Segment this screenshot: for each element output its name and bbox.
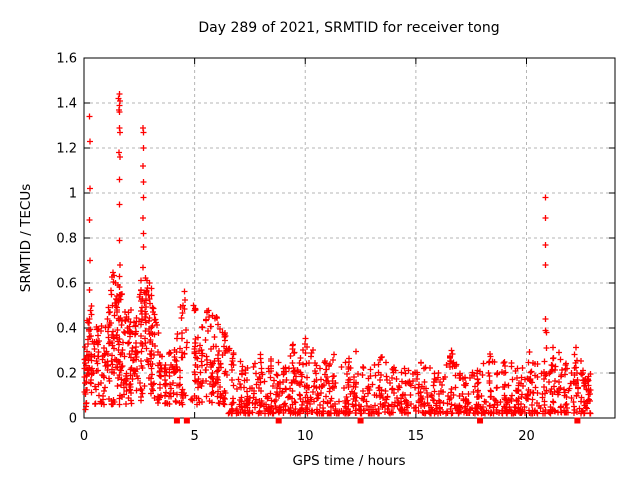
square-marker: [183, 417, 190, 424]
y-tick-label: 1.6: [56, 52, 77, 67]
y-tick-label: 0.4: [56, 322, 77, 337]
x-tick-label: 15: [408, 429, 425, 444]
y-axis-label: SRMTID / TECUs: [18, 184, 34, 292]
square-marker: [173, 417, 180, 424]
plus-marker-path: [81, 91, 594, 417]
y-tick-label: 1.4: [56, 97, 77, 112]
y-tick-label: 0: [69, 412, 77, 427]
square-marker: [574, 417, 581, 424]
y-tick-label: 0.8: [56, 232, 77, 247]
y-tick-label: 0.6: [56, 277, 77, 292]
x-tick-label: 0: [80, 429, 88, 444]
square-marker: [357, 417, 364, 424]
grid-lines: [84, 58, 615, 418]
x-tick-labels: 0 5 10 15 20: [80, 429, 535, 444]
x-tick-label: 10: [297, 429, 314, 444]
scatter-points-srmtid: [81, 91, 594, 417]
axis-square-markers: [173, 417, 581, 424]
y-tick-label: 1: [69, 187, 77, 202]
y-tick-labels: 0 0.2 0.4 0.6 0.8 1 1.2 1.4 1.6: [56, 52, 77, 427]
square-marker: [275, 417, 282, 424]
x-axis-label: GPS time / hours: [292, 453, 405, 469]
x-tick-label: 5: [190, 429, 198, 444]
square-marker: [477, 417, 484, 424]
y-tick-label: 1.2: [56, 142, 77, 157]
x-tick-label: 20: [518, 429, 535, 444]
y-tick-label: 0.2: [56, 367, 77, 382]
chart-title: Day 289 of 2021, SRMTID for receiver ton…: [198, 20, 499, 36]
